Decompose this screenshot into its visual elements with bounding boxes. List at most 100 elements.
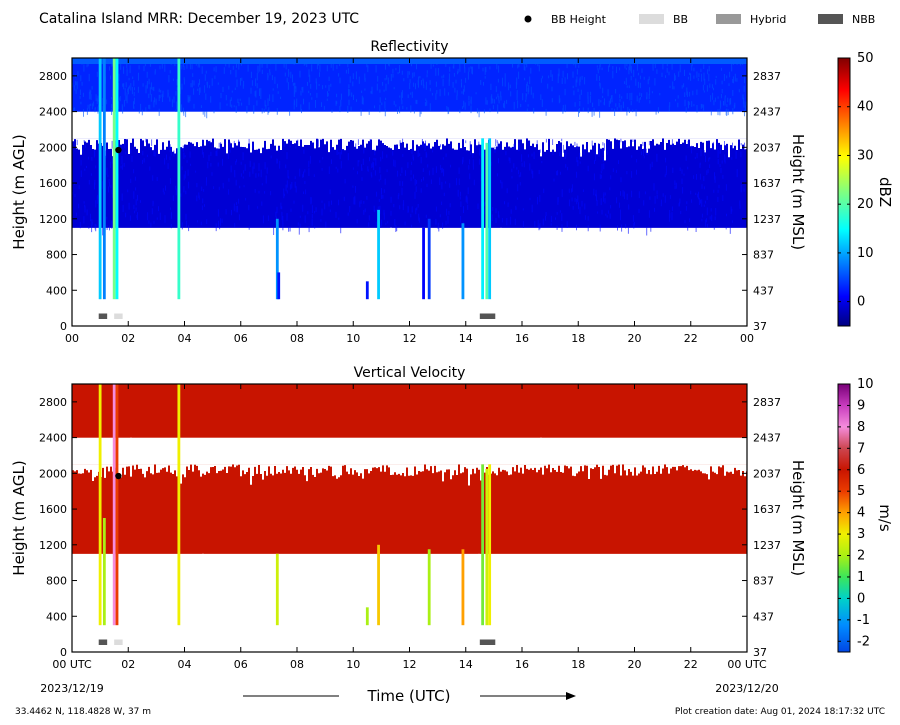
precip-streak [177,58,181,300]
precip-streak [98,384,102,626]
precip-streak [427,549,431,626]
colorbar: -2 -1 0 1 2 3 4 5 6 7 8 9 10 m/s [837,377,894,653]
y-tick-label-right: 437 [753,284,774,297]
colorbar-tick-label: 10 [857,377,874,392]
precip-streak [115,58,119,300]
y-tick-label: 400 [46,284,67,297]
precip-streak [112,384,116,626]
colorbar-tick-label: 0 [857,591,865,606]
echo-band-fill [72,138,747,228]
legend-item-bb: BB [639,13,688,26]
legend-item-hybrid: Hybrid [716,13,786,26]
bb-type-marker-bb [114,639,123,645]
y-axis-label-right: Height (m MSL) [789,460,807,576]
legend-label: BB [673,13,688,26]
colorbar-tick-label: 6 [857,463,865,478]
colorbar-tick-label: 30 [857,148,874,163]
bb-type-marker-nbb [98,313,108,319]
y-tick-label-right: 37 [753,646,767,659]
x-tick-label: 12 [403,332,417,345]
y-tick-label-right: 837 [753,575,774,588]
precip-streak [485,142,489,300]
x-tick-label: 14 [459,332,473,345]
x-tick-label: 10 [346,332,360,345]
precip-streak [102,58,106,300]
colorbar-tick-label: -1 [857,613,870,628]
y-tick-label-right: 37 [753,320,767,333]
plot-area [72,58,747,319]
colorbar-tick-label: 0 [857,295,865,310]
x-tick-label: 18 [571,332,585,345]
panel-title: Vertical Velocity [354,365,466,381]
echo-band-0 [72,384,747,438]
legend-label: NBB [852,13,875,26]
y-tick-label-right: 2837 [753,70,781,83]
bb-type-marker-nbb [479,639,496,645]
x-tick-label: 00 UTC [52,658,92,671]
x-tick-label: 20 [628,658,642,671]
precip-streak [427,218,431,300]
echo-band-lower-edge [72,199,747,228]
legend-swatch [716,14,741,24]
precip-streak [461,223,465,300]
precip-streak [377,544,380,626]
y-tick-label-right: 1637 [753,503,781,516]
colorbar-gradient [837,57,851,327]
echo-band-lower-edge [72,525,747,554]
y-tick-label-right: 1237 [753,539,781,552]
colorbar-tick-label: 40 [857,100,874,115]
plot-area [72,384,747,645]
precip-streak [422,227,425,300]
y-axis-label: Height (m AGL) [10,460,28,575]
echo-band-1 [72,464,747,554]
precip-streak [481,464,485,626]
location-text: 33.4462 N, 118.4828 W, 37 m [15,707,151,717]
precip-streak [275,218,279,300]
echo-band-upper-edge [72,464,747,486]
panel-title: Reflectivity [370,39,448,55]
y-axis-label: Height (m AGL) [10,134,28,249]
x-tick-label: 22 [684,332,698,345]
y-tick-label-right: 2437 [753,432,781,445]
colorbar-tick-label: 20 [857,197,874,212]
legend-label: BB Height [551,13,607,26]
x-tick-label: 02 [121,332,135,345]
precip-streak [98,58,102,300]
y-tick-label-right: 837 [753,249,774,262]
x-tick-label: 06 [234,658,248,671]
x-tick-label: 02 [121,658,135,671]
precip-streak [275,553,279,626]
y-tick-label-right: 2837 [753,396,781,409]
colorbar-tick-label: 9 [857,398,865,413]
colorbar-tick-label: 2 [857,549,865,564]
bb-type-marker-bb [114,313,123,319]
bb-type-marker-nbb [98,639,108,645]
echo-band-0 [72,58,747,119]
precip-streak [365,607,369,626]
x-tick-label: 04 [178,332,192,345]
x-tick-label: 00 UTC [727,658,767,671]
y-tick-label-right: 1237 [753,213,781,226]
x-tick-label: 00 [65,332,79,345]
y-tick-label: 0 [60,320,67,333]
y-axis-label-right: Height (m MSL) [789,134,807,250]
y-tick-label: 2800 [39,396,67,409]
start-date-label: 2023/12/19 [40,682,103,695]
x-tick-label: 14 [459,658,473,671]
y-tick-label-right: 1637 [753,177,781,190]
y-tick-label: 1600 [39,503,67,516]
precip-streak [115,384,119,626]
y-tick-label: 2800 [39,70,67,83]
x-tick-label: 16 [515,332,529,345]
colorbar-label: m/s [876,504,894,532]
figure-title: Catalina Island MRR: December 19, 2023 U… [39,11,359,27]
y-tick-label: 2000 [39,467,67,480]
y-tick-label: 800 [46,575,67,588]
y-tick-label-right: 2437 [753,106,781,119]
colorbar-gradient [837,383,851,653]
colorbar-tick-label: 50 [857,51,874,66]
echo-band-lower-edge [72,413,747,438]
